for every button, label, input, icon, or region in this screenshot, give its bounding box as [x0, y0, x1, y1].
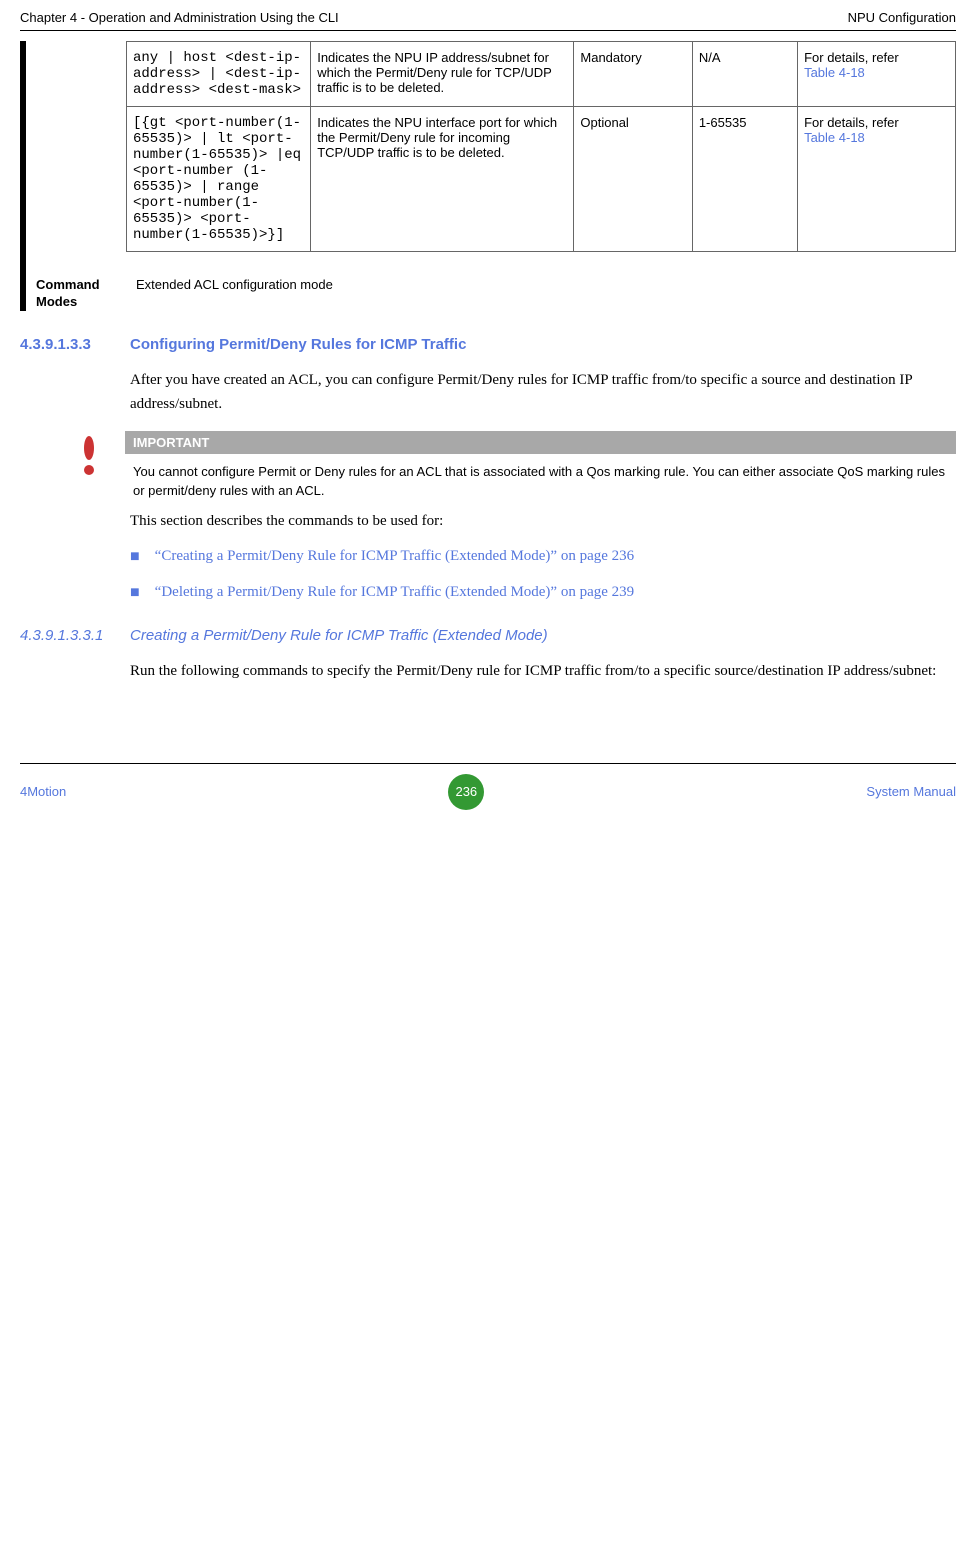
param-description: Indicates the NPU interface port for whi…	[311, 107, 574, 252]
header-section: NPU Configuration	[848, 10, 956, 25]
important-box: IMPORTANT You cannot configure Permit or…	[80, 431, 956, 509]
param-presence: Mandatory	[574, 42, 692, 107]
list-item: ■ “Deleting a Permit/Deny Rule for ICMP T…	[130, 584, 956, 602]
param-code: any | host <dest-ip-address> | <dest-ip-…	[127, 42, 311, 107]
page-header: Chapter 4 - Operation and Administration…	[20, 0, 956, 31]
command-modes-label: Command Modes	[36, 277, 136, 311]
section-body: After you have created an ACL, you can c…	[130, 368, 956, 416]
param-reference: For details, refer Table 4-18	[798, 107, 956, 252]
important-header: IMPORTANT	[125, 431, 956, 454]
ref-text: For details, refer	[804, 115, 899, 130]
param-description: Indicates the NPU IP address/subnet for …	[311, 42, 574, 107]
list-bullet-icon: ■	[130, 548, 140, 566]
subsection-title: Creating a Permit/Deny Rule for ICMP Tra…	[130, 627, 548, 644]
parameters-table: any | host <dest-ip-address> | <dest-ip-…	[126, 41, 956, 252]
section-number: 4.3.9.1.3.3	[20, 336, 130, 353]
table-row: [{gt <port-number(1-65535)> | lt <port-n…	[127, 107, 956, 252]
table-link[interactable]: Table 4-18	[804, 65, 865, 80]
param-presence: Optional	[574, 107, 692, 252]
section-title: Configuring Permit/Deny Rules for ICMP T…	[130, 336, 466, 353]
param-code: [{gt <port-number(1-65535)> | lt <port-n…	[127, 107, 311, 252]
table-link[interactable]: Table 4-18	[804, 130, 865, 145]
footer-page-number: 236	[448, 774, 484, 810]
command-modes-value: Extended ACL configuration mode	[136, 277, 333, 311]
list-bullet-icon: ■	[130, 584, 140, 602]
list-link[interactable]: “Creating a Permit/Deny Rule for ICMP Tr…	[155, 548, 634, 566]
command-modes-row: Command Modes Extended ACL configuration…	[26, 277, 956, 311]
subsection-body: Run the following commands to specify th…	[130, 659, 956, 683]
param-range: 1-65535	[692, 107, 797, 252]
subsection-heading: 4.3.9.1.3.3.1 Creating a Permit/Deny Rul…	[20, 627, 956, 644]
ref-text: For details, refer	[804, 50, 899, 65]
header-chapter: Chapter 4 - Operation and Administration…	[20, 10, 339, 25]
page-footer: 4Motion 236 System Manual	[20, 763, 956, 830]
param-range: N/A	[692, 42, 797, 107]
list-intro: This section describes the commands to b…	[130, 509, 956, 533]
subsection-number: 4.3.9.1.3.3.1	[20, 627, 130, 644]
table-row: any | host <dest-ip-address> | <dest-ip-…	[127, 42, 956, 107]
list-item: ■ “Creating a Permit/Deny Rule for ICMP T…	[130, 548, 956, 566]
list-link[interactable]: “Deleting a Permit/Deny Rule for ICMP Tr…	[155, 584, 634, 602]
footer-product: 4Motion	[20, 784, 66, 799]
footer-manual: System Manual	[866, 784, 956, 799]
param-reference: For details, refer Table 4-18	[798, 42, 956, 107]
important-icon	[80, 431, 125, 483]
section-heading: 4.3.9.1.3.3 Configuring Permit/Deny Rule…	[20, 336, 956, 353]
important-body: You cannot configure Permit or Deny rule…	[125, 454, 956, 509]
